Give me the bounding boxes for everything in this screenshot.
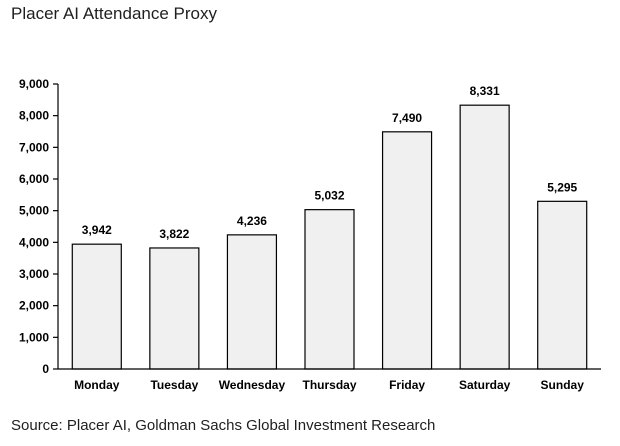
x-axis-ticks: Monday Tuesday Wednesday Thursday Friday Satu… <box>74 378 584 392</box>
x-tick-label-sunday: Sunday <box>541 378 585 392</box>
bar-friday <box>381 131 433 370</box>
y-tick-label: 0 <box>42 362 49 376</box>
y-tick-label: 3,000 <box>19 267 49 281</box>
bar-saturday <box>459 104 510 370</box>
bar-tuesday <box>149 247 200 370</box>
bar-sunday <box>537 200 588 370</box>
bar-monday <box>71 243 122 370</box>
bar-wednesday <box>226 234 278 370</box>
y-tick-label: 8,000 <box>19 109 49 123</box>
x-tick-label-wednesday: Wednesday <box>219 378 286 392</box>
data-label-sunday: 5,295 <box>547 180 577 194</box>
data-label-saturday: 8,331 <box>470 84 500 98</box>
bar-thursday <box>304 209 355 370</box>
data-label-tuesday: 3,822 <box>159 227 189 241</box>
x-tick-label-saturday: Saturday <box>459 378 511 392</box>
x-tick-label-friday: Friday <box>389 378 425 392</box>
data-label-friday: 7,490 <box>392 111 422 125</box>
source-note: Source: Placer AI, Goldman Sachs Global … <box>11 417 436 434</box>
x-tick-label-tuesday: Tuesday <box>150 378 198 392</box>
y-tick-label: 5,000 <box>19 204 49 218</box>
y-tick-label: 2,000 <box>19 299 49 313</box>
x-tick-label-thursday: Thursday <box>302 378 356 392</box>
data-label-monday: 3,942 <box>82 223 112 237</box>
bars <box>71 104 588 370</box>
y-tick-label: 7,000 <box>19 140 49 154</box>
data-labels: 3,942 3,822 4,236 5,032 7,490 8,331 5,295 <box>82 84 578 241</box>
chart-title: Placer AI Attendance Proxy <box>11 4 218 23</box>
bar-chart: 0 1,000 2,000 3,000 4,000 5,000 6,000 7,000 8,00… <box>19 77 601 392</box>
y-axis-ticks: 0 1,000 2,000 3,000 4,000 5,000 6,000 7,000 8,00… <box>19 77 58 376</box>
data-label-wednesday: 4,236 <box>237 214 267 228</box>
x-tick-label-monday: Monday <box>74 378 120 392</box>
y-tick-label: 6,000 <box>19 172 49 186</box>
y-tick-label: 9,000 <box>19 77 49 91</box>
y-tick-label: 1,000 <box>19 330 49 344</box>
y-tick-label: 4,000 <box>19 235 49 249</box>
data-label-thursday: 5,032 <box>314 189 344 203</box>
